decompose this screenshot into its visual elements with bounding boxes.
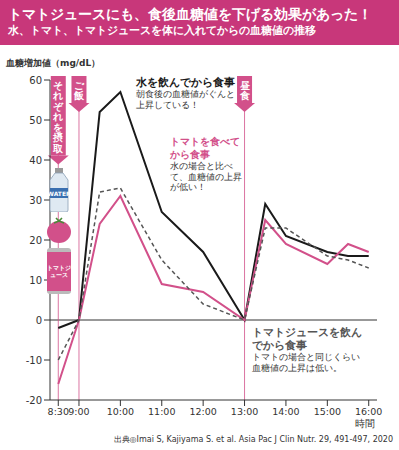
html-text:朝食後の血糖値がぐんと上昇している！: 朝食後の血糖値がぐんと上昇している！: [136, 89, 235, 110]
svg-text:食: 食: [239, 90, 250, 101]
html-text:トマトジュース: トマトジュース: [47, 264, 71, 278]
svg-text:WATER: WATER: [47, 190, 71, 197]
svg-text:40: 40: [29, 155, 42, 166]
html-text:血糖増加値（mg/dL）: 血糖増加値（mg/dL）: [6, 58, 101, 68]
svg-text:ご: ご: [74, 80, 85, 91]
svg-text:れ: れ: [52, 90, 63, 101]
html-text:トマトを食べてから食事: トマトを食べてから食事: [170, 136, 240, 160]
html-text:出典◎Imai S, Kajiyama S. et al.: 出典◎Imai S, Kajiyama S. et al. Asia Pac J…: [113, 435, 393, 444]
svg-text:50: 50: [29, 115, 42, 126]
svg-text:-10: -10: [26, 355, 42, 366]
svg-text:ぞ: ぞ: [53, 101, 64, 112]
svg-text:昼: 昼: [239, 80, 251, 91]
svg-text:60: 60: [29, 75, 42, 86]
svg-text:取: 取: [52, 143, 64, 154]
svg-text:飯: 飯: [73, 90, 85, 101]
svg-text:-20: -20: [26, 395, 42, 406]
svg-text:16:00: 16:00: [355, 406, 382, 417]
html-text:トマトの場合と同じくらい血糖値の上昇は低い。: トマトの場合と同じくらい血糖値の上昇は低い。: [252, 352, 360, 373]
html-text:トマトジュースにも、食後血糖値を下げる効果があった！: トマトジュースにも、食後血糖値を下げる効果があった！: [8, 6, 372, 22]
svg-text:を: を: [53, 122, 63, 133]
html-text:水、トマト、トマトジュースを体に入れてからの血糖値の推移: 水、トマト、トマトジュースを体に入れてからの血糖値の推移: [8, 24, 316, 36]
svg-text:13:00: 13:00: [231, 406, 258, 417]
svg-text:20: 20: [29, 235, 42, 246]
svg-text:0: 0: [36, 315, 42, 326]
svg-text:10:00: 10:00: [107, 406, 134, 417]
svg-text:摂: 摂: [52, 132, 63, 143]
svg-text:そ: そ: [53, 80, 63, 91]
svg-text:30: 30: [29, 195, 42, 206]
svg-text:11:00: 11:00: [148, 406, 175, 417]
html-text:水の場合と比べて、血糖値の上昇が低い！: 水の場合と比べて、血糖値の上昇が低い！: [170, 161, 242, 192]
html-text:時間: 時間: [355, 418, 375, 429]
svg-text:9:00: 9:00: [68, 406, 89, 417]
svg-text:10: 10: [29, 275, 42, 286]
svg-text:8:30: 8:30: [48, 406, 69, 417]
svg-text:れ: れ: [52, 111, 63, 122]
svg-text:14:00: 14:00: [272, 406, 299, 417]
html-text:水を飲んでから食事: 水を飲んでから食事: [136, 76, 235, 88]
svg-text:15:00: 15:00: [314, 406, 341, 417]
svg-text:12:00: 12:00: [189, 406, 216, 417]
html-text:トマトジュースを飲んでから食事: トマトジュースを飲んでから食事: [252, 326, 362, 351]
